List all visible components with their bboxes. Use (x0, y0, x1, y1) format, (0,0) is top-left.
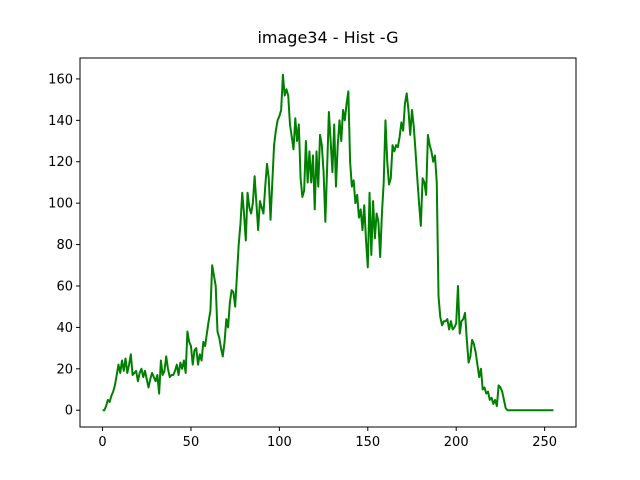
x-tick-label: 0 (98, 435, 106, 450)
y-tick-label: 80 (56, 238, 73, 253)
y-tick-label: 40 (56, 321, 73, 336)
y-tick-label: 100 (48, 197, 73, 212)
y-tick-label: 60 (56, 279, 73, 294)
x-tick-label: 250 (532, 435, 557, 450)
y-tick-label: 20 (56, 362, 73, 377)
y-tick-label: 140 (48, 114, 73, 129)
x-tick-label: 50 (183, 435, 200, 450)
data-line (102, 73, 554, 412)
x-tick-label: 150 (355, 435, 380, 450)
y-tick-label: 160 (48, 72, 73, 87)
y-tick-label: 120 (48, 155, 73, 170)
x-tick-label: 200 (444, 435, 469, 450)
y-tick-label: 0 (65, 404, 73, 419)
axes-frame (79, 57, 577, 428)
x-tick-label: 100 (267, 435, 292, 450)
chart-title: image34 - Hist -G (257, 28, 398, 47)
